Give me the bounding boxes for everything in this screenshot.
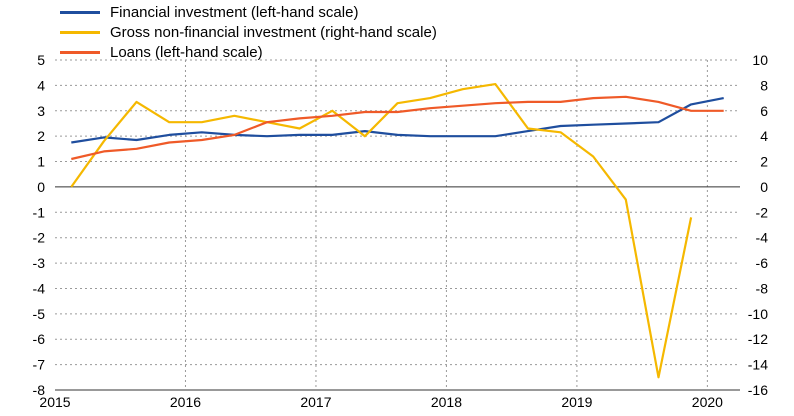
x-tick-label: 2018 <box>431 394 462 410</box>
series-line-loans <box>71 95 724 161</box>
y-left-tick-label: 3 <box>37 103 45 119</box>
legend-item-loans: Loans (left-hand scale) <box>60 42 437 62</box>
y-right-tick-label: -16 <box>748 382 768 398</box>
y-right-tick-label: -4 <box>756 230 769 246</box>
y-left-tick-label: -3 <box>33 255 46 271</box>
x-tick-label: 2020 <box>692 394 723 410</box>
x-tick-label: 2019 <box>561 394 592 410</box>
y-left-tick-label: -2 <box>33 230 46 246</box>
y-left-tick-label: 4 <box>37 77 45 93</box>
y-left-tick-label: -4 <box>33 280 46 296</box>
y-right-tick-label: 4 <box>760 128 768 144</box>
series-line-gross-non-financial-investment <box>70 82 693 379</box>
legend-item-financial-investment: Financial investment (left-hand scale) <box>60 2 437 22</box>
y-left-tick-label: 5 <box>37 52 45 68</box>
y-right-tick-label: -2 <box>756 204 769 220</box>
x-tick-label: 2016 <box>170 394 201 410</box>
y-left-tick-label: -6 <box>33 331 46 347</box>
y-left-tick-label: 0 <box>37 179 45 195</box>
y-left-tick-label: -8 <box>33 382 46 398</box>
series-line-financial-investment <box>71 97 724 144</box>
legend-label-financial-investment: Financial investment (left-hand scale) <box>110 3 359 21</box>
y-left-tick-label: -5 <box>33 306 46 322</box>
legend-item-gross-non-financial-investment: Gross non-financial investment (right-ha… <box>60 22 437 42</box>
legend-label-gross-non-financial-investment: Gross non-financial investment (right-ha… <box>110 23 437 41</box>
y-right-tick-label: 2 <box>760 154 768 170</box>
y-left-tick-label: 1 <box>37 154 45 170</box>
y-right-tick-label: 6 <box>760 103 768 119</box>
y-right-tick-label: 0 <box>760 179 768 195</box>
y-right-tick-label: -10 <box>748 306 768 322</box>
x-tick-label: 2017 <box>300 394 331 410</box>
chart-legend: Financial investment (left-hand scale) G… <box>60 2 437 62</box>
x-tick-label: 2015 <box>39 394 70 410</box>
legend-label-loans: Loans (left-hand scale) <box>110 43 263 61</box>
y-right-tick-label: 10 <box>752 52 768 68</box>
y-right-tick-label: 8 <box>760 77 768 93</box>
y-left-tick-label: -7 <box>33 357 46 373</box>
y-right-tick-label: -6 <box>756 255 769 271</box>
y-right-tick-label: -12 <box>748 331 768 347</box>
y-left-tick-label: 2 <box>37 128 45 144</box>
legend-swatch-loans <box>60 50 100 54</box>
y-right-tick-label: -14 <box>748 357 768 373</box>
legend-swatch-gross-non-financial-investment <box>60 30 100 34</box>
y-left-tick-label: -1 <box>33 204 46 220</box>
y-right-tick-label: -8 <box>756 280 769 296</box>
legend-swatch-financial-investment <box>60 10 100 14</box>
